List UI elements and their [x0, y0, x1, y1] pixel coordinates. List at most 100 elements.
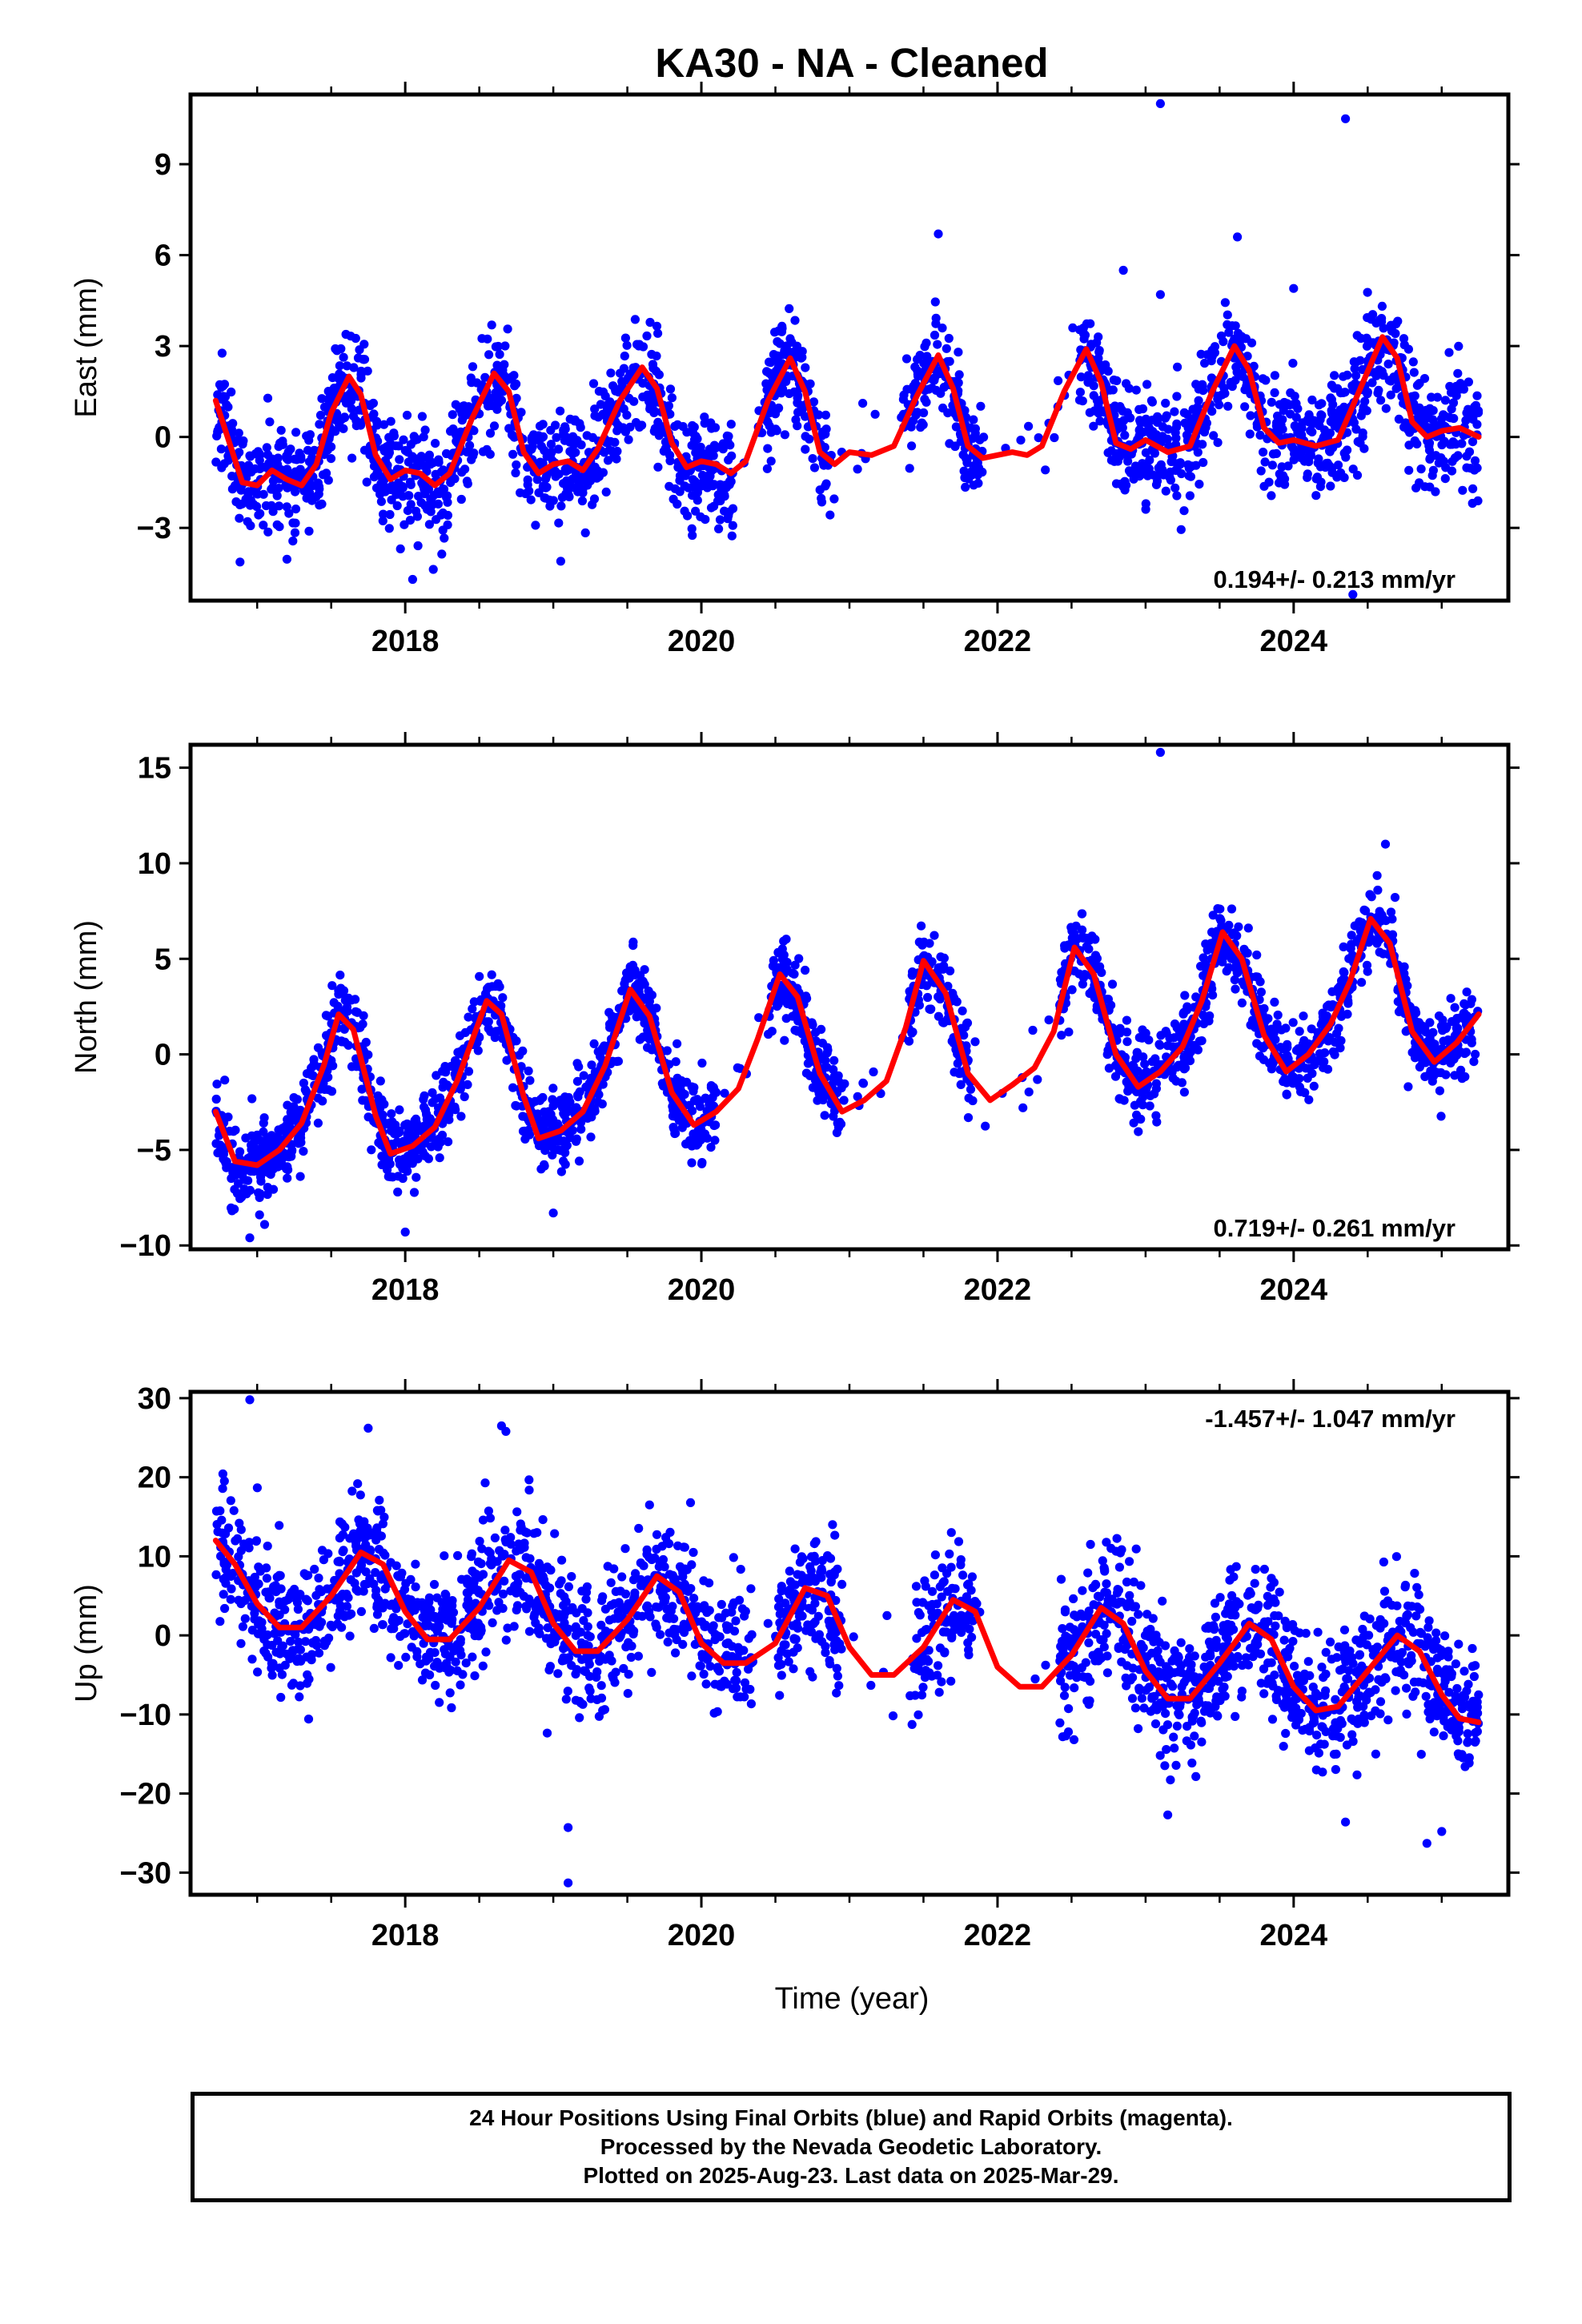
- data-point: [1368, 310, 1378, 320]
- data-point: [540, 1146, 550, 1156]
- data-point: [869, 1067, 878, 1077]
- data-point: [823, 1045, 833, 1055]
- data-point: [1320, 462, 1331, 472]
- data-point: [1343, 1009, 1352, 1019]
- data-point: [1299, 1041, 1308, 1051]
- data-point: [770, 409, 781, 419]
- data-point: [1457, 1074, 1467, 1084]
- data-point: [560, 1160, 570, 1169]
- data-point: [1333, 983, 1343, 993]
- data-point: [1245, 429, 1255, 439]
- data-point: [1155, 1040, 1165, 1050]
- data-point: [1365, 890, 1375, 899]
- data-point: [1339, 448, 1349, 458]
- data-point: [1094, 360, 1104, 369]
- data-point: [882, 1610, 892, 1620]
- data-point: [443, 520, 452, 530]
- data-point: [1415, 379, 1424, 388]
- data-point: [1185, 1056, 1195, 1066]
- data-point: [970, 1037, 980, 1047]
- y-tick-label: −5: [137, 1134, 171, 1168]
- data-point: [1439, 436, 1449, 446]
- data-point: [1131, 1054, 1141, 1063]
- data-point: [282, 502, 291, 512]
- data-point: [295, 1172, 305, 1181]
- data-point: [1059, 1691, 1070, 1700]
- data-point: [833, 1118, 843, 1128]
- data-point: [777, 944, 787, 954]
- data-point: [721, 483, 732, 493]
- data-point: [725, 440, 735, 450]
- data-point: [1207, 406, 1217, 416]
- data-point: [315, 410, 326, 420]
- data-point: [1282, 1090, 1291, 1100]
- data-point: [1331, 1037, 1340, 1047]
- data-point: [219, 1590, 228, 1599]
- model-fit-line: [212, 915, 1482, 1168]
- data-point: [314, 482, 324, 492]
- data-point: [697, 1058, 707, 1068]
- data-point: [907, 1719, 917, 1729]
- data-point: [492, 404, 502, 414]
- data-point: [669, 1105, 678, 1115]
- data-point: [1462, 452, 1472, 461]
- data-point: [654, 431, 664, 440]
- data-point: [1265, 1059, 1275, 1068]
- data-point: [762, 464, 773, 473]
- data-point: [1018, 1103, 1028, 1112]
- data-point: [1314, 454, 1323, 464]
- data-point: [1131, 385, 1141, 395]
- data-point: [296, 1138, 306, 1148]
- data-point: [235, 1147, 245, 1156]
- data-point: [357, 1084, 367, 1094]
- data-point: [706, 1143, 716, 1152]
- data-point: [623, 1689, 632, 1699]
- data-point: [673, 499, 682, 509]
- data-point: [1332, 1029, 1342, 1039]
- data-point: [939, 953, 949, 963]
- data-point: [557, 1103, 568, 1112]
- data-point: [1415, 403, 1424, 412]
- data-point: [576, 1118, 586, 1128]
- data-point: [412, 460, 423, 469]
- data-point: [705, 476, 714, 486]
- data-point: [1161, 486, 1170, 496]
- data-point: [333, 1001, 343, 1011]
- data-point: [1363, 967, 1372, 976]
- data-point: [746, 1584, 756, 1594]
- y-axis-label: East (mm): [70, 277, 103, 417]
- data-point: [1170, 1033, 1179, 1043]
- data-point: [693, 434, 702, 444]
- data-point: [1464, 377, 1473, 387]
- data-point: [1173, 362, 1182, 372]
- x-tick-label: 2022: [964, 625, 1032, 658]
- data-point: [687, 1082, 697, 1092]
- data-point: [1461, 1000, 1471, 1010]
- data-point: [580, 528, 590, 538]
- data-point: [1138, 404, 1148, 414]
- data-point: [1227, 904, 1237, 914]
- data-point: [601, 487, 611, 497]
- data-point: [1439, 410, 1448, 420]
- data-point: [1424, 445, 1435, 455]
- data-point: [1216, 915, 1226, 926]
- data-point: [1470, 456, 1480, 465]
- data-point: [268, 507, 278, 517]
- data-point: [402, 410, 412, 420]
- data-point: [363, 1112, 373, 1122]
- data-point: [1201, 939, 1211, 949]
- data-point: [299, 1078, 308, 1088]
- data-point: [638, 1032, 648, 1042]
- data-point: [820, 1111, 829, 1120]
- data-point: [1456, 1065, 1466, 1075]
- data-point: [339, 352, 348, 362]
- data-point: [1447, 466, 1457, 476]
- data-point: [1401, 975, 1411, 984]
- data-point: [1447, 440, 1457, 449]
- data-point: [1255, 1051, 1265, 1061]
- data-point: [1429, 1068, 1439, 1078]
- data-point: [283, 447, 293, 457]
- data-point: [462, 476, 472, 486]
- data-point: [478, 1661, 488, 1671]
- data-point: [526, 495, 536, 505]
